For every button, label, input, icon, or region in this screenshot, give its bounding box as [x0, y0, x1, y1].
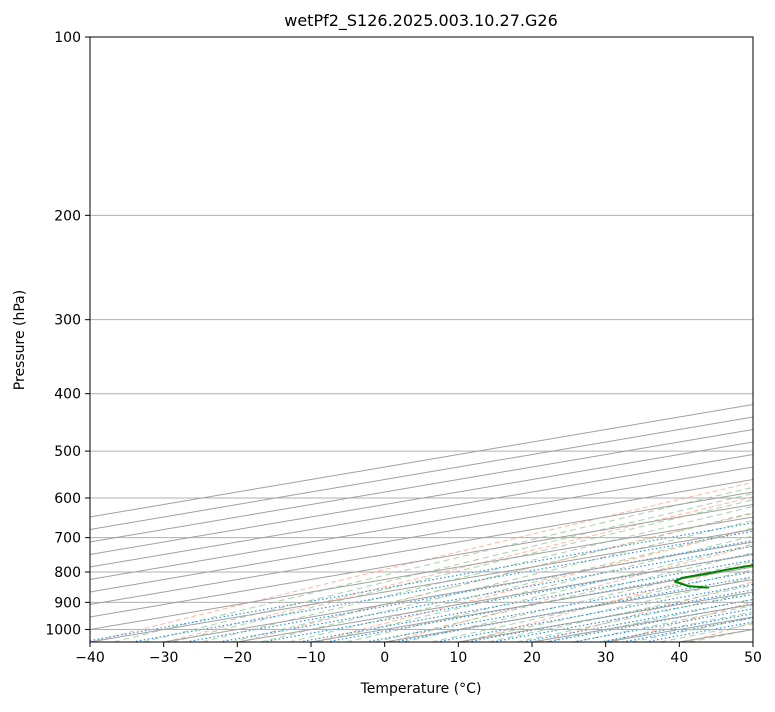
chart-title: wetPf2_S126.2025.003.10.27.G26 — [284, 11, 558, 31]
x-tick-label: 40 — [670, 650, 688, 666]
y-tick-label: 300 — [54, 313, 81, 329]
x-tick-label: −20 — [223, 650, 253, 666]
x-tick-label: 20 — [523, 650, 541, 666]
x-tick-label: 50 — [744, 650, 762, 666]
y-tick-label: 100 — [54, 30, 81, 46]
x-tick-label: −30 — [149, 650, 179, 666]
x-tick-label: −10 — [296, 650, 326, 666]
x-tick-label: −40 — [75, 650, 105, 666]
y-tick-label: 500 — [54, 444, 81, 460]
x-axis-label: Temperature (°C) — [360, 681, 482, 697]
y-tick-label: 700 — [54, 531, 81, 547]
plot-area — [90, 37, 753, 642]
y-tick-label: 1000 — [45, 622, 81, 638]
y-tick-label: 200 — [54, 208, 81, 224]
y-tick-label: 800 — [54, 565, 81, 581]
x-tick-label: 10 — [449, 650, 467, 666]
y-tick-label: 600 — [54, 491, 81, 507]
y-tick-label: 900 — [54, 595, 81, 611]
y-tick-label: 400 — [54, 387, 81, 403]
y-axis-label: Pressure (hPa) — [12, 290, 28, 390]
x-tick-label: 30 — [597, 650, 615, 666]
x-tick-label: 0 — [380, 650, 389, 666]
